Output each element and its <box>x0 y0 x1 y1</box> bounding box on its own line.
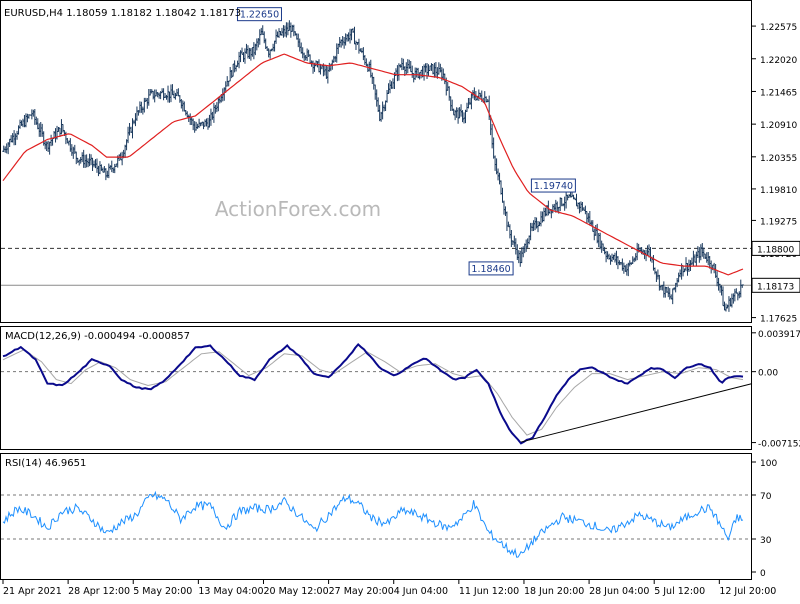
price-header-text: EURUSD,H4 1.18059 1.18182 1.18042 1.1817… <box>4 8 241 19</box>
x-tick-label: 21 Apr 2021 <box>3 586 62 597</box>
price-panel: 1.22575 1.22020 1.21465 1.20910 1.20355 1.198… <box>1 7 800 325</box>
macd-y-tick-label: 0.00 <box>758 369 778 379</box>
watermark: ActionForex.com <box>215 197 381 221</box>
rsi-y-tick-label: 100 <box>760 459 777 469</box>
macd-y-tick-label: 0.003917 <box>758 330 800 340</box>
macd-trendline <box>520 383 753 443</box>
price-y-tick-label: 1.20355 <box>760 154 797 164</box>
price-y-tick-label: 1.19275 <box>760 217 797 227</box>
rsi-panel-frame <box>0 453 752 580</box>
x-tick-label: 28 Apr 12:00 <box>68 586 130 597</box>
x-tick-label: 18 Jun 20:00 <box>524 586 584 597</box>
x-tick-label: 5 Jul 12:00 <box>654 586 705 597</box>
rsi-line <box>2 490 744 558</box>
price-annotation-box <box>236 7 282 22</box>
ohlc-bar <box>740 284 744 288</box>
rsi-y-tick-label: 70 <box>760 492 772 502</box>
price-y-tick-label: 1.22020 <box>760 56 797 66</box>
rsi-panel: 100 70 30 0 <box>1 459 777 579</box>
macd-line <box>2 342 744 445</box>
rsi-y-tick-label: 0 <box>760 569 766 579</box>
rsi-y-tick-label: 30 <box>760 536 772 546</box>
price-y-tick-label: 1.21465 <box>760 88 797 98</box>
macd-y-tick-label: -0.007152 <box>758 440 800 450</box>
x-tick-label: 5 May 20:00 <box>133 586 192 597</box>
price-y-tick-label: 1.17625 <box>760 315 797 325</box>
price-y-tick-label: 1.20910 <box>760 121 797 131</box>
rsi-title: RSI(14) 46.9651 <box>5 458 86 469</box>
macd-panel: 0.003917 0.00 -0.007152 <box>1 330 800 450</box>
macd-title: MACD(12,26,9) -0.000494 -0.000857 <box>5 331 190 342</box>
price-annotation-box <box>468 261 514 276</box>
price-y-tick-label: 1.19810 <box>760 186 797 196</box>
macd-panel-frame <box>0 326 752 450</box>
price-y-tick-label: 1.22575 <box>760 23 797 33</box>
price-panel-frame <box>0 0 752 323</box>
price-annotation-label: 1.22650 <box>240 10 279 21</box>
price-level-badge <box>751 240 800 256</box>
x-tick-label: 13 May 04:00 <box>198 586 263 597</box>
price-annotation-label: 1.18460 <box>471 264 510 275</box>
price-level-badge-text: 1.18800 <box>757 245 794 255</box>
price-annotation-box <box>530 178 576 193</box>
x-tick-label: 27 May 20:00 <box>329 586 394 597</box>
moving-average-line <box>2 53 744 276</box>
x-tick-label: 12 Jul 20:00 <box>719 586 776 597</box>
x-tick-label: 11 Jun 12:00 <box>459 586 519 597</box>
x-axis: 21 Apr 2021 28 Apr 12:00 5 May 20:00 13 May… <box>2 580 776 597</box>
x-tick-label: 20 May 12:00 <box>263 586 328 597</box>
price-level-badge-text: 1.18173 <box>757 282 794 292</box>
price-annotation-label: 1.19740 <box>534 181 573 192</box>
x-tick-label: 28 Jun 04:00 <box>589 586 649 597</box>
macd-signal-line <box>2 349 744 436</box>
price-level-badge <box>751 277 800 293</box>
x-tick-label: 4 Jun 04:00 <box>394 586 448 597</box>
